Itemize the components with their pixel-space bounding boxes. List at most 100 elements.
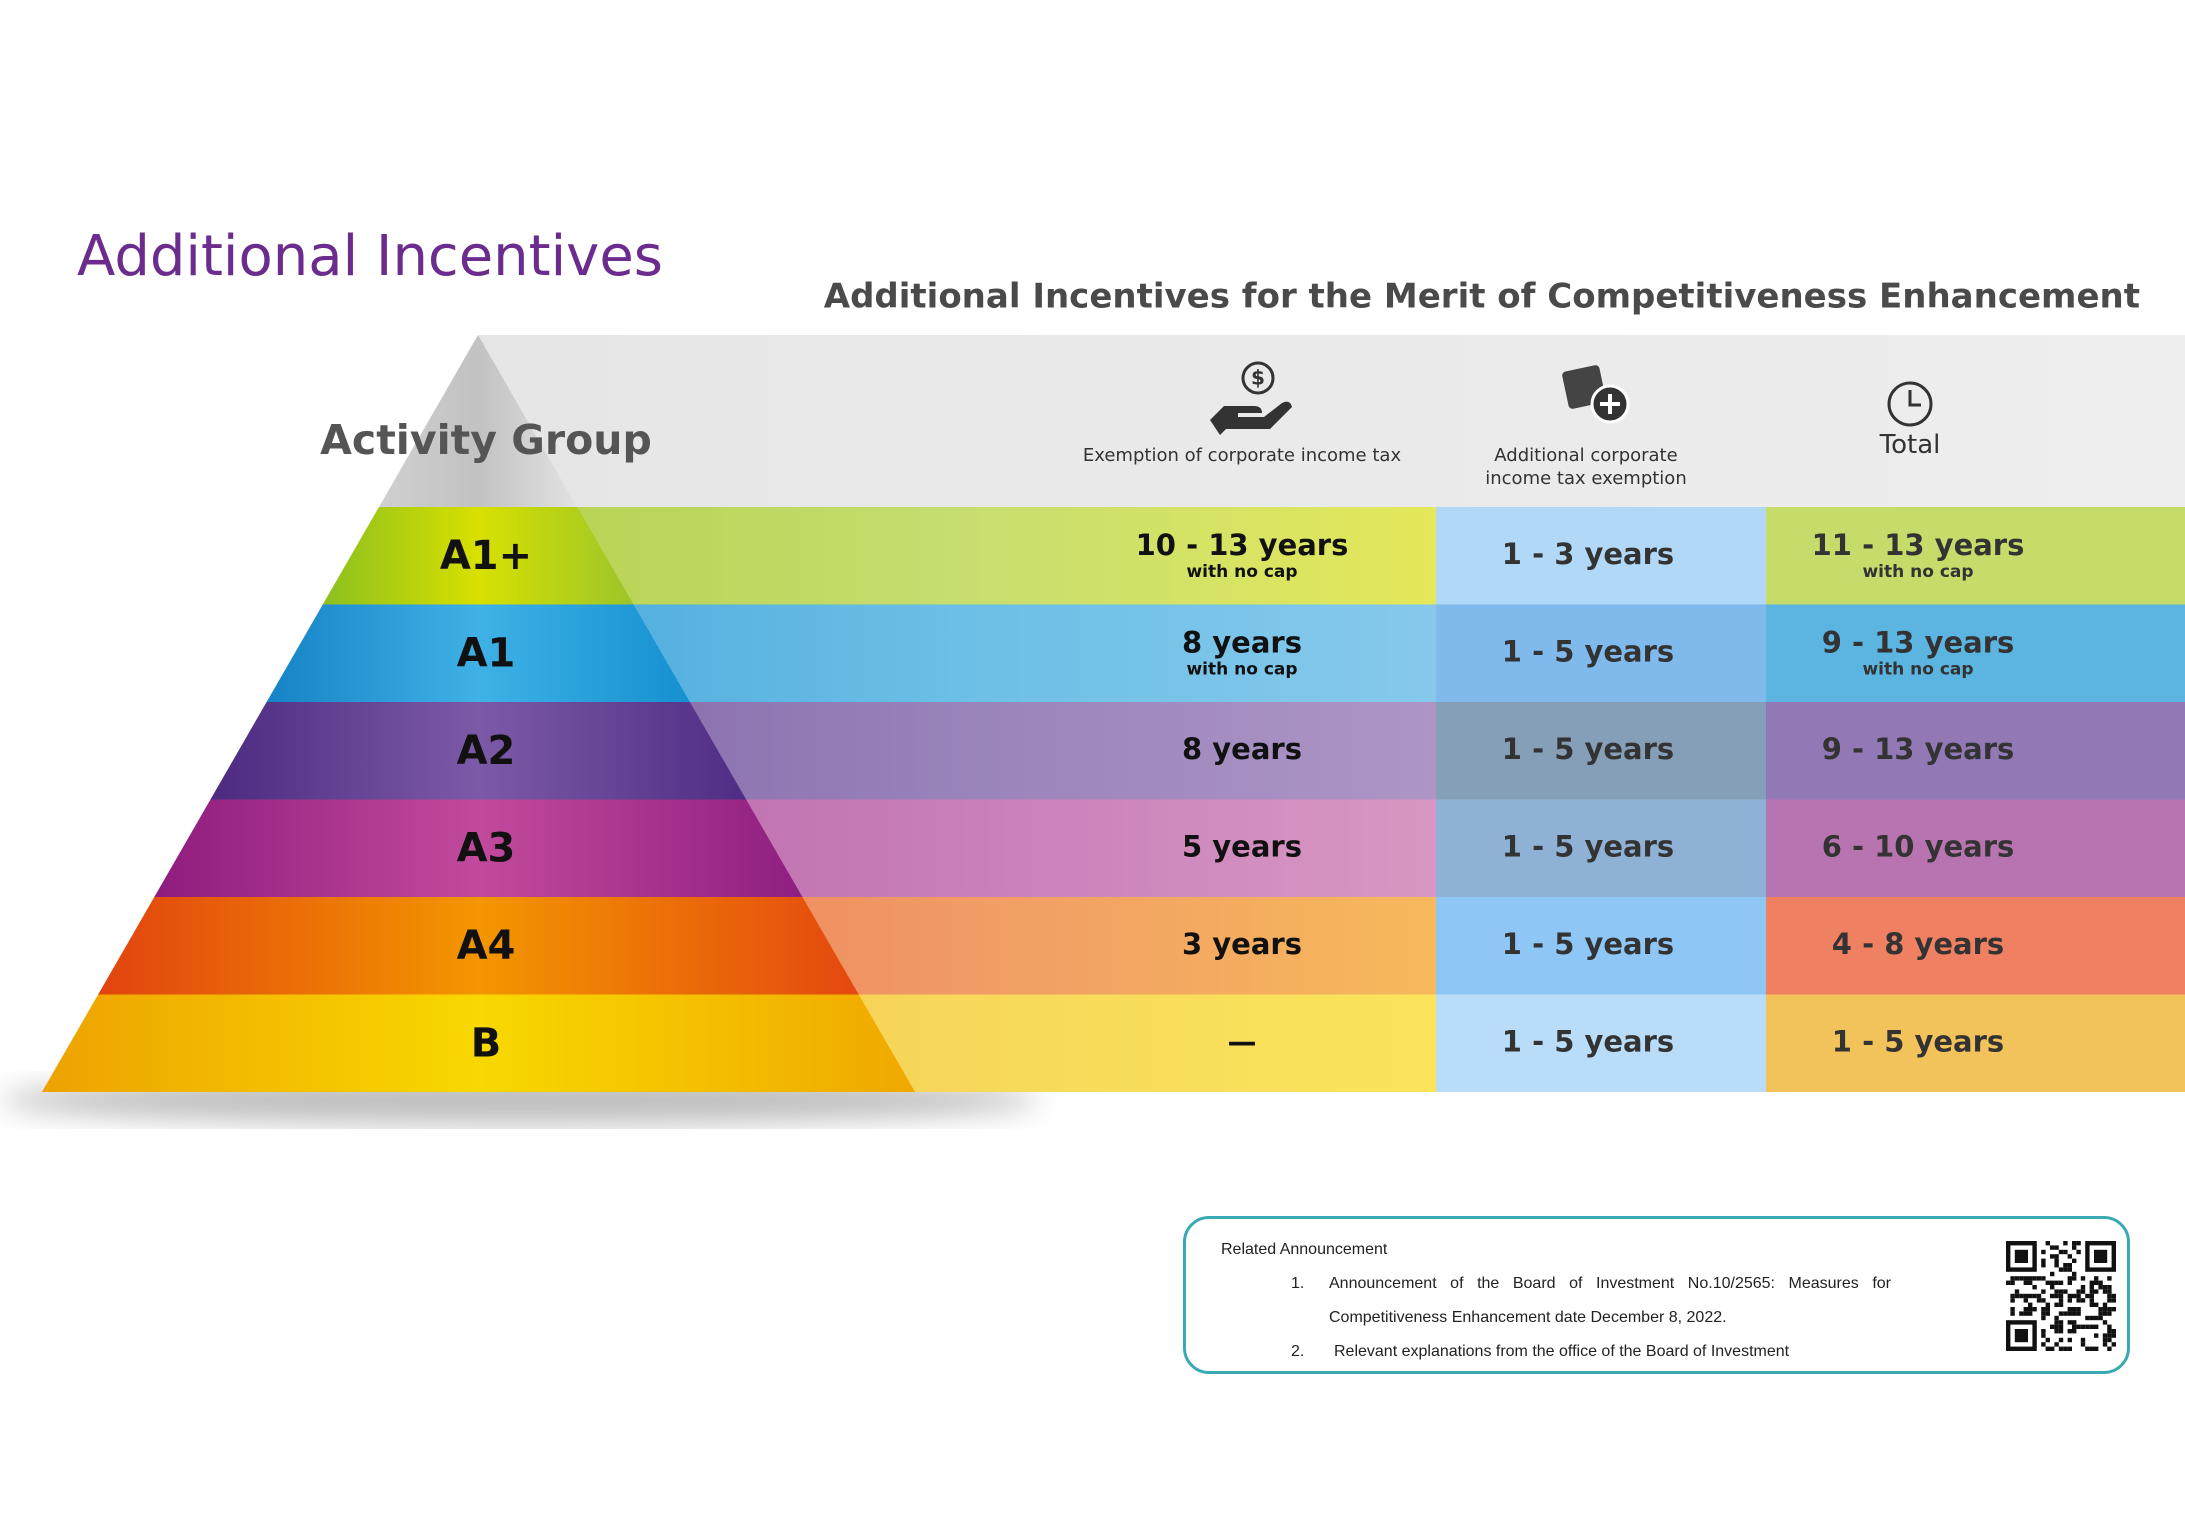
qr-module: [2045, 1346, 2050, 1351]
total-value: 6 - 10 years: [1822, 829, 2015, 863]
qr-module: [2107, 1346, 2112, 1351]
qr-module: [2067, 1311, 2072, 1316]
qr-module: [2094, 1333, 2099, 1338]
qr-module: [2058, 1267, 2064, 1272]
announcement-box: Related Announcement 1. Announcement of t…: [1183, 1216, 2130, 1374]
qr-module: [2072, 1245, 2077, 1250]
qr-module: [2094, 1346, 2099, 1351]
qr-module: [2054, 1324, 2059, 1329]
qr-module: [2067, 1320, 2072, 1325]
qr-module: [2085, 1324, 2090, 1329]
qr-module: [2089, 1289, 2094, 1294]
qr-module: [2076, 1324, 2081, 1329]
qr-module: [2045, 1280, 2050, 1285]
qr-module: [2063, 1289, 2068, 1294]
total-value-note: with no cap: [1862, 562, 1973, 582]
total-cell: [1766, 897, 2185, 995]
qr-module: [2050, 1293, 2055, 1299]
additional-value: 1 - 5 years: [1502, 1024, 1674, 1058]
qr-module: [2019, 1293, 2024, 1299]
header-band: [478, 335, 2185, 507]
header-total: Total: [1879, 430, 1941, 460]
qr-module: [2085, 1346, 2090, 1351]
qr-module: [2010, 1311, 2015, 1316]
qr-module: [2072, 1311, 2077, 1316]
header-exemption: Exemption of corporate income tax: [1082, 445, 1402, 466]
qr-module: [2058, 1298, 2064, 1303]
qr-module: [2076, 1249, 2081, 1255]
qr-module: [2067, 1267, 2072, 1272]
qr-module: [2072, 1324, 2077, 1329]
qr-module: [2072, 1258, 2077, 1263]
qr-module: [2111, 1293, 2116, 1299]
total-value: 1 - 5 years: [1832, 1024, 2004, 1058]
qr-module: [2063, 1346, 2068, 1351]
qr-module: [2023, 1293, 2028, 1299]
qr-module: [2094, 1276, 2099, 1281]
qr-module: [2028, 1280, 2033, 1285]
qr-finder: [2094, 1249, 2108, 1263]
total-value: 11 - 13 years: [1812, 528, 2025, 562]
exemption-value: 8 years: [1182, 625, 1302, 659]
additional-value: 1 - 5 years: [1502, 634, 1674, 668]
qr-module: [2089, 1298, 2094, 1303]
item-text: Announcement of the Board of Investment …: [1329, 1275, 1891, 1326]
qr-module: [2102, 1302, 2108, 1307]
qr-module: [2050, 1285, 2055, 1290]
qr-module: [2054, 1258, 2059, 1263]
qr-module: [2010, 1298, 2015, 1303]
qr-module: [2041, 1307, 2046, 1312]
item-number: 1.: [1291, 1275, 1305, 1292]
icon-money-hand: $: [1210, 361, 1292, 435]
qr-module: [2006, 1280, 2011, 1285]
qr-module: [2107, 1276, 2112, 1281]
qr-module: [2054, 1342, 2059, 1347]
pyramid-apex: [379, 335, 577, 507]
qr-module: [2054, 1329, 2059, 1334]
qr-module: [2107, 1333, 2112, 1338]
qr-module: [2054, 1245, 2059, 1250]
qr-module: [2076, 1289, 2081, 1294]
additional-cell: [1436, 799, 1766, 897]
qr-module: [2094, 1324, 2099, 1329]
qr-module: [2054, 1254, 2059, 1259]
qr-module: [2072, 1329, 2077, 1334]
pyramid-tier: [154, 799, 803, 897]
qr-module: [2063, 1311, 2068, 1316]
exemption-value: 5 years: [1182, 829, 1302, 863]
qr-module: [2058, 1280, 2064, 1285]
qr-module: [2076, 1298, 2081, 1303]
qr-module: [2102, 1311, 2108, 1316]
qr-module: [2028, 1307, 2033, 1312]
qr-module: [2094, 1302, 2099, 1307]
icon-clock: [1887, 381, 1933, 427]
additional-cell: [1436, 507, 1766, 605]
exemption-value: 3 years: [1182, 927, 1302, 961]
qr-module: [2041, 1342, 2046, 1347]
qr-module: [2010, 1307, 2015, 1312]
qr-module: [2067, 1298, 2072, 1303]
qr-module: [2010, 1276, 2015, 1281]
qr-module: [2107, 1289, 2112, 1294]
qr-module: [2028, 1293, 2033, 1299]
qr-module: [2036, 1276, 2042, 1281]
item-number: 2.: [1291, 1343, 1305, 1360]
qr-module: [2067, 1307, 2072, 1312]
qr-module: [2041, 1329, 2046, 1334]
qr-module: [2041, 1263, 2046, 1268]
qr-module: [2076, 1241, 2081, 1246]
qr-module: [2023, 1298, 2028, 1303]
qr-module: [2045, 1302, 2050, 1307]
exemption-value: —: [1228, 1024, 1257, 1058]
qr-module: [2058, 1324, 2064, 1329]
additional-value: 1 - 5 years: [1502, 829, 1674, 863]
pyramid-tier: [266, 604, 690, 702]
qr-module: [2014, 1293, 2020, 1299]
qr-module: [2080, 1337, 2086, 1343]
qr-module: [2102, 1342, 2108, 1347]
total-cell: [1766, 604, 2185, 702]
qr-module: [2054, 1315, 2059, 1321]
qr-module: [2019, 1311, 2024, 1316]
qr-module: [2041, 1249, 2046, 1255]
page-title: Additional Incentives: [77, 224, 663, 289]
